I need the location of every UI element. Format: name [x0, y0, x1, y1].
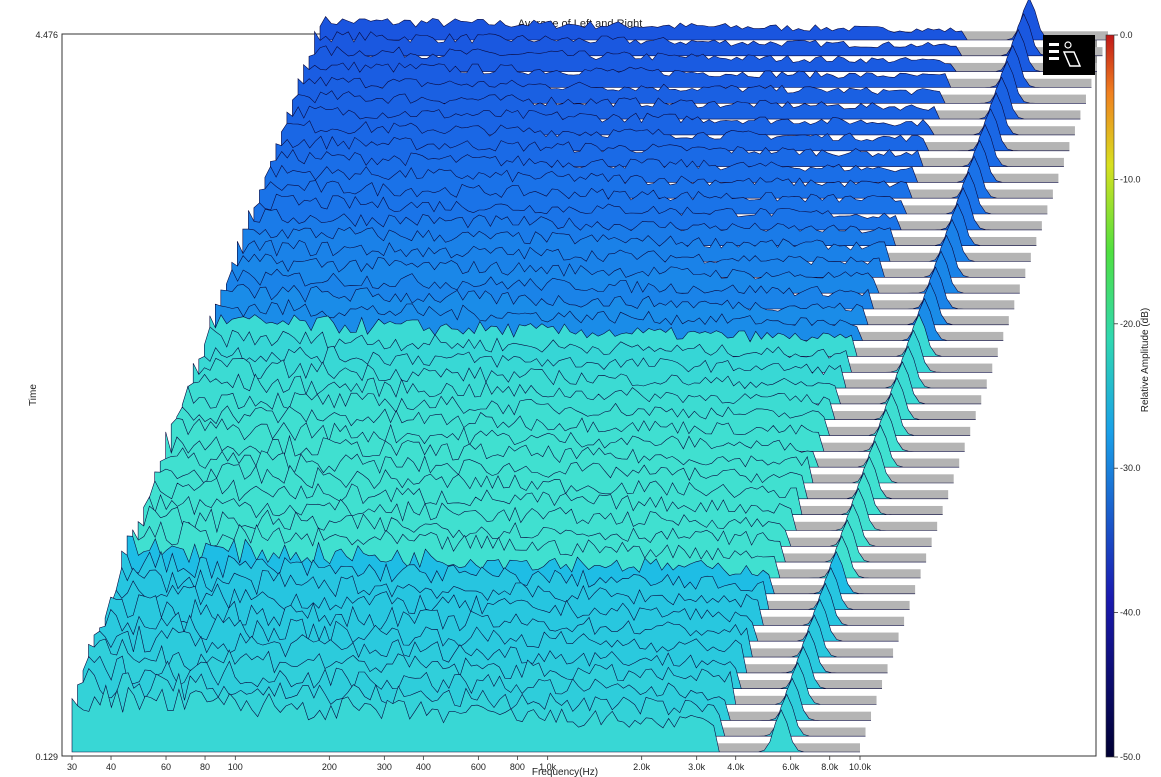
colorbar-label: Relative Amplitude (dB)	[1140, 308, 1151, 413]
spectrum-ridges	[71, 0, 1108, 753]
x-axis-ticks: 30 40 60 80 100 200 300 400 600 800 1.0k 2.0k 3.0k 4.…	[67, 756, 872, 772]
colorbar-tick-label: -50.0	[1120, 752, 1141, 762]
colorbar-tick-label: -30.0	[1120, 463, 1141, 473]
x-tick-label: 600	[471, 762, 486, 772]
x-tick-label: 8.0k	[821, 762, 839, 772]
spectrum-slice	[270, 139, 1059, 183]
x-tick-label: 30	[67, 762, 77, 772]
x-tick-label: 40	[106, 762, 116, 772]
spectrum-slice	[319, 0, 1108, 41]
x-tick-label: 6.0k	[782, 762, 800, 772]
x-tick-label: 80	[200, 762, 210, 772]
x-tick-label: 4.0k	[727, 762, 745, 772]
x-axis-label: Frequency(Hz)	[532, 767, 598, 777]
colorbar-tick-label: -20.0	[1120, 319, 1141, 329]
y-tick-min: 0.129	[35, 752, 58, 762]
x-tick-label: 2.0k	[633, 762, 651, 772]
spectrum-slice	[253, 187, 1042, 231]
waterfall-view-icon	[1043, 35, 1095, 75]
x-tick-label: 300	[377, 762, 392, 772]
colorbar	[1105, 34, 1115, 758]
colorbar-tick-label: 0.0	[1120, 30, 1133, 40]
x-tick-label: 10.0k	[849, 762, 872, 772]
x-tick-label: 800	[510, 762, 525, 772]
spectrum-slice	[286, 92, 1075, 136]
x-tick-label: 60	[161, 762, 171, 772]
colorbar-tick-label: -10.0	[1120, 174, 1141, 184]
spectrum-slice	[71, 684, 860, 753]
spectrum-slice	[308, 28, 1097, 72]
x-tick-label: 100	[228, 762, 243, 772]
spectrum-slice	[281, 108, 1070, 152]
x-tick-label: 200	[322, 762, 337, 772]
y-axis-label: Time	[28, 384, 39, 406]
spectrum-slice	[275, 123, 1064, 167]
spectrum-slice	[248, 202, 1037, 246]
x-tick-label: 400	[416, 762, 431, 772]
colorbar-tick-label: -40.0	[1120, 608, 1141, 618]
spectrum-slice	[292, 76, 1081, 120]
spectrum-slice	[297, 60, 1086, 104]
x-tick-label: 3.0k	[688, 762, 706, 772]
spectrum-slice	[303, 44, 1092, 88]
colorbar-ticks: 0.0 -10.0 -20.0 -30.0 -40.0 -50.0	[1114, 30, 1141, 762]
spectrum-slice	[231, 250, 1020, 294]
spectrum-slice	[170, 417, 960, 468]
x-tick-label: 1.0k	[539, 762, 557, 772]
spectrum-slice	[237, 234, 1026, 278]
y-tick-max: 4.476	[35, 30, 58, 40]
spectrum-slice	[314, 13, 1103, 57]
spectrum-slice	[226, 266, 1015, 310]
